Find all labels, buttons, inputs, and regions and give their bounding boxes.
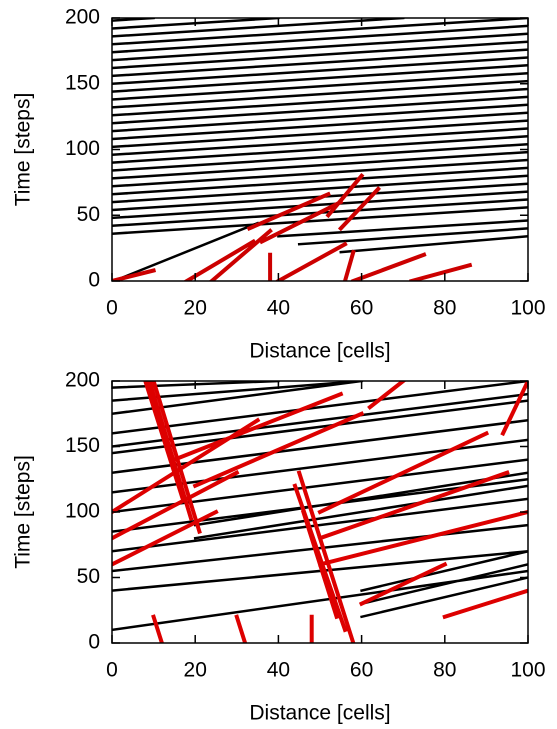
y-tick-label: 200 [65,369,100,392]
x-tick-label: 60 [350,659,373,682]
y-axis-label: Time [steps] [12,93,35,207]
x-axis-label: Distance [cells] [249,340,390,363]
y-tick-label: 100 [65,500,100,523]
x-tick-label: 100 [510,297,545,320]
trajectory [112,172,473,281]
y-tick-label: 0 [88,631,100,654]
y-axis-label: Time [steps] [12,455,35,569]
y-tick-label: 150 [65,434,100,457]
x-tick-label: 0 [106,297,118,320]
x-tick-label: 20 [184,297,207,320]
x-tick-label: 100 [510,659,545,682]
x-tick-label: 80 [433,659,456,682]
y-tick-label: 200 [65,6,100,29]
x-tick-label: 20 [184,659,207,682]
x-tick-label: 80 [433,297,456,320]
y-tick-label: 0 [88,269,100,292]
x-tick-label: 0 [106,659,118,682]
x-tick-label: 40 [267,297,290,320]
y-tick-label: 150 [65,71,100,94]
x-axis-label: Distance [cells] [249,702,390,725]
trajectory [112,381,528,643]
y-tick-label: 100 [65,137,100,160]
trajectory [112,18,528,281]
y-tick-label: 50 [77,203,100,226]
x-tick-label: 40 [267,659,290,682]
x-tick-label: 60 [350,297,373,320]
y-tick-label: 50 [77,565,100,588]
